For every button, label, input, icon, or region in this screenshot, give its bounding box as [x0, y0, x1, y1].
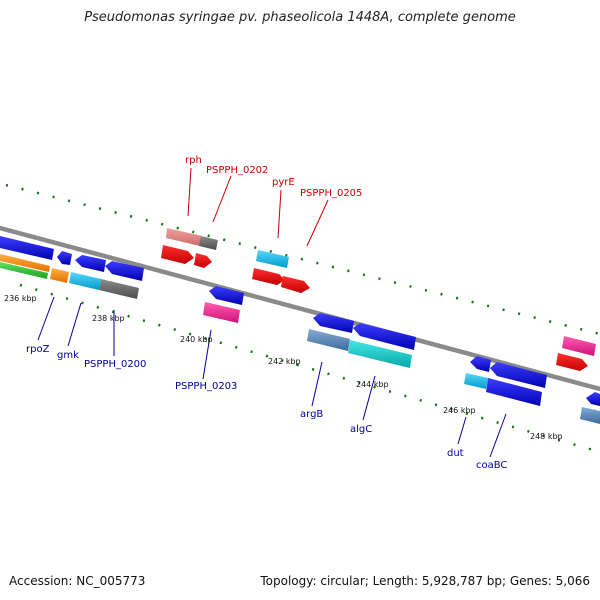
gene-label-gmk[interactable]: gmk — [57, 350, 79, 361]
gene-rph[interactable] — [166, 228, 202, 246]
genome-summary-text: Topology: circular; Length: 5,928,787 bp… — [260, 574, 590, 588]
gene-pspph-0205[interactable] — [281, 276, 310, 293]
gene-pyre[interactable] — [256, 250, 289, 268]
gene-label-pspph-0202[interactable]: PSPPH_0202 — [206, 165, 268, 176]
gene-label-coabc[interactable]: coaBC — [476, 460, 507, 471]
kbp-tick-labels: 236 kbp 238 kbp 240 kbp 242 kbp 244 kbp … — [4, 294, 563, 441]
forward-strand-genes — [161, 228, 596, 371]
genome-backbone — [0, 225, 600, 392]
gene-reverse-blue-2[interactable] — [75, 255, 106, 272]
gene-label-dut[interactable]: dut — [447, 448, 464, 459]
gene-coabc[interactable] — [486, 378, 542, 406]
gene-label-pyre[interactable]: pyrE — [272, 177, 295, 188]
gene-pspph-0200[interactable] — [99, 279, 139, 299]
tick-label: 236 kbp — [4, 294, 37, 303]
tick-label: 238 kbp — [92, 314, 125, 323]
gene-reverse-blue-8[interactable] — [490, 362, 547, 388]
gene-reverse-blue-small[interactable] — [57, 251, 72, 265]
gene-reverse-blue-5[interactable] — [313, 313, 354, 333]
reverse-strand-genes — [0, 236, 600, 424]
gene-pspph-0203[interactable] — [203, 302, 240, 323]
tick-label: 248 kbp — [530, 432, 563, 441]
tick-label: 246 kbp — [443, 406, 476, 415]
reverse-gene-labels: rpoZ gmk PSPPH_0200 PSPPH_0203 argB algC… — [26, 344, 507, 471]
gene-forward-red-2[interactable] — [194, 253, 212, 268]
gene-reverse-blue-left[interactable] — [0, 236, 54, 260]
gene-forward-pink[interactable] — [562, 336, 596, 356]
gene-reverse-blue-4[interactable] — [209, 286, 244, 305]
forward-leader-lines — [187, 167, 329, 247]
gene-label-pspph-0205[interactable]: PSPPH_0205 — [300, 188, 362, 199]
gene-argb[interactable] — [307, 329, 350, 351]
gene-gmk[interactable] — [69, 272, 101, 290]
gene-label-argb[interactable]: argB — [300, 409, 323, 420]
gene-dut[interactable] — [464, 373, 488, 389]
gene-forward-red-3[interactable] — [252, 268, 285, 285]
gene-reverse-blue-right[interactable] — [586, 392, 600, 406]
forward-gene-labels: rph PSPPH_0202 pyrE PSPPH_0205 — [185, 155, 362, 199]
gene-pspph-0202[interactable] — [199, 236, 218, 250]
gene-forward-red-4[interactable] — [556, 353, 588, 371]
gene-forward-red-1[interactable] — [161, 245, 194, 264]
gene-label-algc[interactable]: algC — [350, 424, 372, 435]
tick-label: 240 kbp — [180, 335, 213, 344]
gene-algc[interactable] — [348, 340, 412, 368]
gene-reverse-blue-6[interactable] — [353, 323, 416, 350]
gene-reverse-orange[interactable] — [0, 254, 50, 272]
gene-reverse-steel-right[interactable] — [580, 407, 600, 424]
gene-reverse-green[interactable] — [0, 262, 48, 279]
tick-label: 242 kbp — [268, 357, 301, 366]
gene-reverse-blue-7[interactable] — [470, 356, 491, 372]
gene-label-pspph-0200[interactable]: PSPPH_0200 — [84, 359, 146, 370]
accession-text: Accession: NC_005773 — [9, 574, 146, 588]
gene-label-pspph-0203[interactable]: PSPPH_0203 — [175, 381, 237, 392]
map-title: Pseudomonas syringae pv. phaseolicola 14… — [84, 10, 516, 25]
reverse-leader-lines — [37, 296, 507, 458]
gene-rpoz[interactable] — [50, 268, 69, 283]
gene-label-rpoz[interactable]: rpoZ — [26, 344, 50, 355]
gene-label-rph[interactable]: rph — [185, 155, 202, 166]
tick-label: 244 kbp — [356, 380, 389, 389]
gene-reverse-blue-3[interactable] — [105, 261, 144, 281]
